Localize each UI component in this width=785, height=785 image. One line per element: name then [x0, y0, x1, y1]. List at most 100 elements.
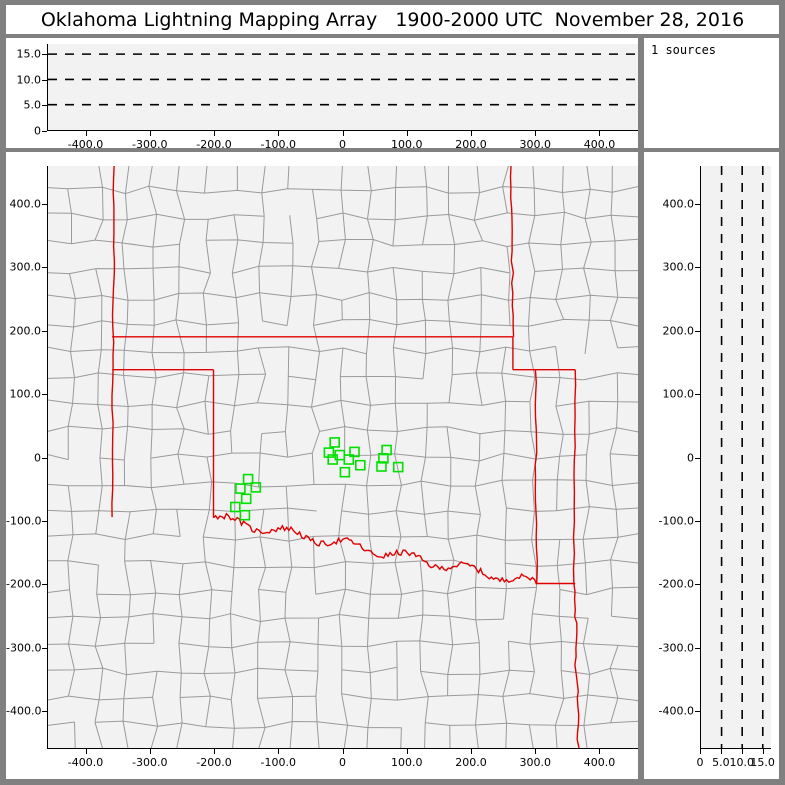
x-tick-mark — [214, 131, 216, 136]
x-tick-mark — [599, 131, 601, 136]
altitude-vs-east-west-panel: -400.0 -300.0 -200.0 -100.0 0 100.0 200.0 300.0… — [6, 38, 638, 151]
x-tick-mark — [599, 749, 601, 754]
y-tick-mark — [42, 267, 47, 269]
x-tick-label: -300.0 — [132, 138, 168, 151]
x-tick-label: 100.0 — [390, 138, 423, 151]
y-tick-label: 0 — [34, 451, 41, 464]
source-count-panel: 1 sources — [644, 38, 779, 148]
y-tick-label: 10.0 — [16, 73, 42, 87]
x-tick-mark — [535, 131, 537, 136]
y-tick-label: -200.0 — [658, 577, 694, 591]
y-tick-label: -300.0 — [658, 641, 694, 655]
y-tick-label: 15.0 — [16, 47, 42, 61]
x-tick-mark — [214, 749, 216, 754]
y-tick-label: 200.0 — [9, 324, 42, 338]
x-tick-mark — [720, 749, 722, 754]
y-tick-mark — [695, 647, 700, 649]
y-tick-label: 300.0 — [662, 260, 695, 274]
x-tick-label: 300.0 — [519, 756, 551, 769]
plan-view-map-panel: -400.0 -300.0 -200.0 -100.0 0 100.0 200.0 300.0… — [6, 152, 638, 779]
y-tick-label: 100.0 — [9, 387, 42, 401]
y-tick-mark — [695, 520, 700, 522]
x-tick-label: 300.0 — [519, 138, 551, 151]
y-tick-label: 0 — [687, 451, 694, 464]
y-tick-mark — [42, 105, 47, 107]
x-tick-label: -100.0 — [260, 756, 296, 769]
y-tick-mark — [695, 710, 700, 712]
y-tick-mark — [42, 584, 47, 586]
x-tick-label: -200.0 — [196, 756, 232, 769]
state-boundaries-layer — [111, 166, 580, 748]
page-title: Oklahoma Lightning Mapping Array 1900-20… — [40, 8, 745, 31]
source-count-label: 1 sources — [651, 43, 717, 57]
y-tick-mark — [42, 330, 47, 332]
x-tick-mark — [85, 749, 87, 754]
x-tick-mark — [342, 749, 344, 754]
y-tick-label: -300.0 — [6, 641, 42, 655]
x-tick-label: -300.0 — [132, 756, 168, 769]
x-tick-label: 200.0 — [455, 138, 487, 151]
plan-view-map-plot[interactable] — [47, 166, 638, 749]
right-panel-gridlines — [720, 166, 764, 748]
top-panel-gridlines — [48, 53, 638, 106]
x-tick-mark — [406, 749, 408, 754]
y-tick-label: -400.0 — [6, 704, 42, 718]
y-tick-mark — [42, 394, 47, 396]
y-tick-mark — [695, 267, 700, 269]
x-tick-label: 200.0 — [455, 756, 487, 769]
top-panel-source-markers — [48, 44, 638, 130]
altitude-vs-north-south-plot[interactable] — [700, 166, 771, 749]
y-tick-mark — [42, 457, 47, 459]
x-tick-mark — [741, 749, 743, 754]
altitude-vs-east-west-plot[interactable] — [47, 44, 638, 131]
x-tick-label: -200.0 — [196, 138, 232, 151]
x-tick-mark — [278, 749, 280, 754]
right-panel-source-markers — [701, 166, 771, 748]
y-tick-label: 0 — [34, 124, 41, 138]
x-tick-mark — [85, 131, 87, 136]
x-tick-mark — [406, 131, 408, 136]
x-tick-label: -100.0 — [260, 138, 296, 151]
y-tick-mark — [695, 457, 700, 459]
y-tick-label: -400.0 — [658, 704, 694, 718]
title-bar: Oklahoma Lightning Mapping Array 1900-20… — [6, 5, 779, 34]
y-tick-label: 300.0 — [9, 260, 42, 274]
y-tick-mark — [695, 204, 700, 206]
county-boundaries-layer — [48, 166, 638, 748]
x-tick-mark — [149, 131, 151, 136]
y-tick-label: -100.0 — [658, 514, 694, 528]
x-tick-label: 100.0 — [390, 756, 423, 769]
altitude-vs-north-south-panel: 0 5.0 10.0 15.0 -400.0 -300.0 -200.0 -100.0 0 10… — [644, 152, 779, 779]
y-tick-mark — [42, 54, 47, 56]
y-tick-label: 400.0 — [9, 197, 42, 211]
x-tick-mark — [470, 749, 472, 754]
x-tick-label: 5.0 — [712, 756, 730, 769]
x-tick-label: 0 — [339, 138, 346, 151]
x-tick-label: 15.0 — [750, 756, 775, 769]
x-tick-label: 400.0 — [583, 138, 616, 151]
x-tick-label: 0 — [696, 756, 704, 769]
lightning-source-markers — [230, 437, 404, 521]
x-tick-label: -400.0 — [67, 138, 104, 151]
y-tick-label: 200.0 — [662, 324, 695, 338]
y-tick-label: 5.0 — [23, 98, 42, 112]
y-tick-mark — [42, 647, 47, 649]
y-tick-label: -200.0 — [6, 577, 42, 591]
y-tick-label: -100.0 — [6, 514, 42, 528]
x-tick-mark — [762, 749, 764, 754]
y-tick-mark — [42, 204, 47, 206]
x-tick-mark — [470, 131, 472, 136]
x-tick-label: 10.0 — [729, 756, 755, 769]
y-tick-label: 400.0 — [662, 197, 695, 211]
y-tick-label: 100.0 — [662, 387, 695, 401]
y-tick-mark — [42, 710, 47, 712]
x-tick-label: 0 — [339, 756, 346, 769]
x-tick-mark — [342, 131, 344, 136]
x-tick-label: 400.0 — [583, 756, 616, 769]
x-tick-mark — [535, 749, 537, 754]
y-tick-mark — [42, 79, 47, 81]
y-tick-mark — [42, 520, 47, 522]
y-tick-mark — [695, 330, 700, 332]
y-tick-mark — [695, 394, 700, 396]
